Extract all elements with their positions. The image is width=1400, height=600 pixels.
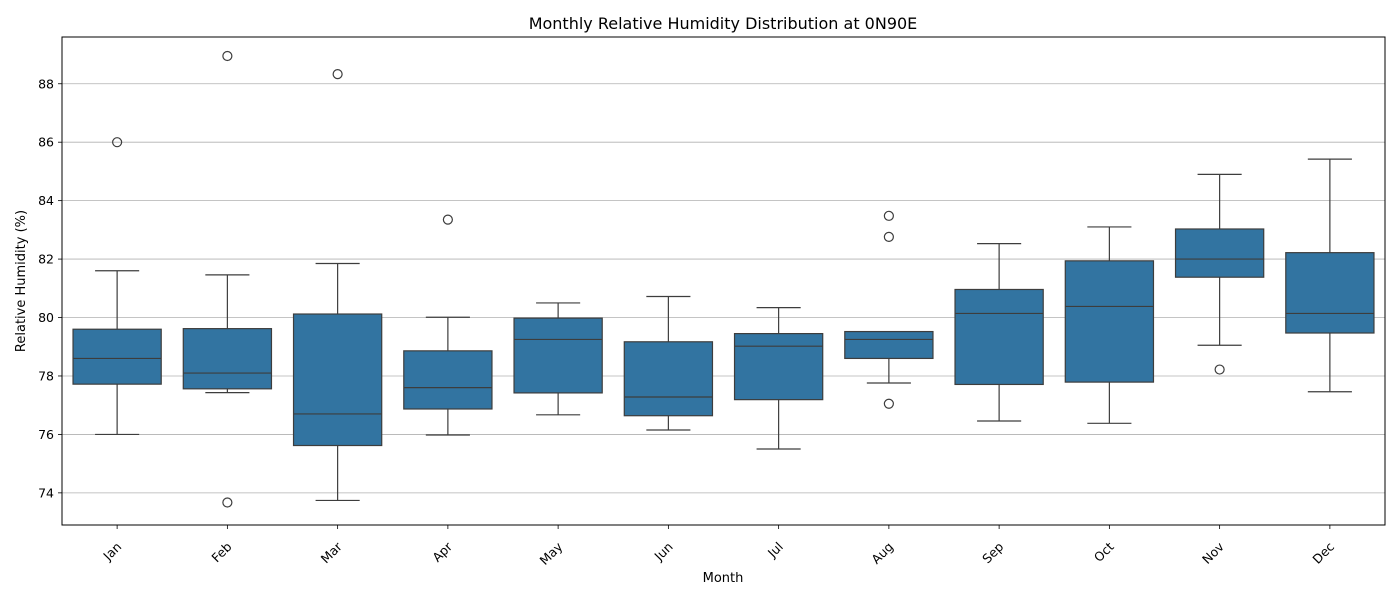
outlier-point	[883, 398, 894, 409]
x-tick-label: Jul	[764, 539, 786, 561]
box-iqr	[623, 341, 714, 417]
x-tick-label: Nov	[1199, 539, 1227, 567]
box-iqr	[1285, 252, 1375, 334]
box-iqr	[292, 313, 383, 447]
y-tick-label: 88	[38, 76, 54, 91]
outlier-point	[883, 210, 894, 221]
y-tick-label: 78	[38, 368, 54, 383]
y-tick-label: 84	[38, 193, 54, 208]
x-tick-label: Aug	[868, 539, 896, 567]
box-aug	[844, 210, 934, 409]
x-tick-label: Jun	[651, 539, 676, 564]
outlier-point	[883, 231, 894, 242]
y-tick-label: 80	[38, 310, 54, 325]
outlier-point	[112, 137, 123, 148]
y-tick-label: 74	[38, 485, 54, 500]
box-iqr	[844, 330, 934, 360]
x-tick-label: Sep	[979, 539, 1006, 566]
box-iqr	[403, 350, 493, 410]
box-sep	[954, 242, 1044, 422]
x-tick-label: Dec	[1309, 539, 1337, 567]
y-gridlines	[62, 83, 1385, 494]
x-tick-label: Mar	[318, 538, 346, 566]
outlier-point	[442, 214, 453, 225]
box-feb	[182, 50, 273, 508]
x-tick-label: Oct	[1091, 539, 1117, 565]
x-axis: Jan Feb Mar Apr May Jun Jul Aug Sep Oct Nov Dec	[99, 525, 1337, 568]
x-tick-label: Jan	[99, 539, 124, 564]
box-mar	[292, 69, 383, 502]
outlier-point	[1214, 364, 1225, 375]
outlier-point	[222, 497, 233, 508]
box-iqr	[733, 332, 824, 401]
box-iqr	[1064, 260, 1155, 383]
box-may	[513, 302, 603, 416]
chart-title: Monthly Relative Humidity Distribution a…	[529, 14, 918, 33]
x-tick-label: May	[537, 539, 566, 568]
x-axis-label: Month	[703, 571, 744, 586]
y-tick-label: 82	[38, 252, 54, 267]
box-iqr	[182, 328, 273, 390]
box-jun	[623, 295, 714, 431]
y-axis-label: Relative Humidity (%)	[14, 210, 29, 352]
box-jul	[733, 306, 824, 450]
box-oct	[1064, 226, 1155, 424]
box-nov	[1174, 173, 1265, 375]
x-tick-label: Apr	[429, 538, 456, 565]
boxes-layer	[72, 50, 1375, 508]
box-iqr	[1174, 228, 1265, 278]
y-tick-label: 76	[38, 427, 54, 442]
outlier-point	[332, 69, 343, 80]
box-apr	[403, 214, 493, 436]
box-dec	[1285, 158, 1375, 393]
y-axis: 74 76 78 80 82 84 86 88	[38, 76, 62, 500]
y-tick-label: 86	[38, 135, 54, 150]
x-tick-label: Feb	[208, 539, 234, 565]
box-jan	[72, 137, 162, 436]
outlier-point	[222, 50, 233, 62]
box-iqr	[954, 288, 1044, 386]
plot-frame	[61, 36, 1386, 526]
box-iqr	[72, 328, 162, 385]
box-iqr	[513, 317, 603, 394]
